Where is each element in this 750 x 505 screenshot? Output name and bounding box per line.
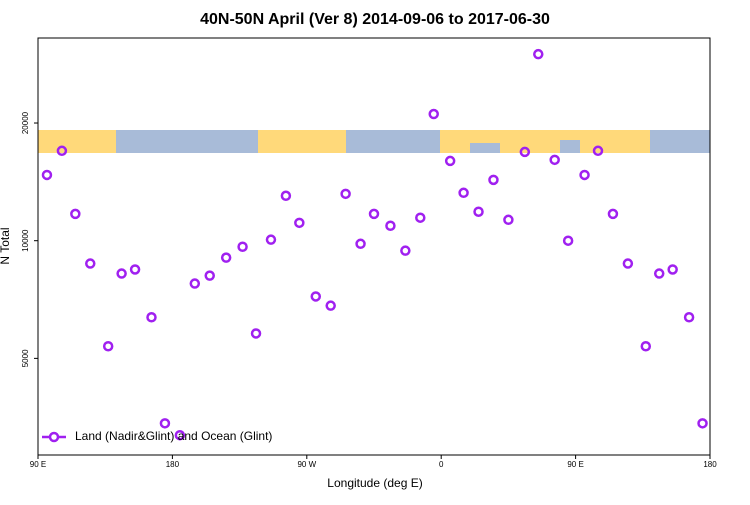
point	[189, 278, 201, 289]
x-axis-label: Longitude (deg E)	[327, 476, 422, 490]
point	[368, 208, 380, 220]
sea	[560, 140, 580, 153]
point	[697, 418, 708, 429]
y-axis-label: N Total	[0, 227, 12, 264]
point	[562, 235, 574, 246]
point	[85, 258, 96, 269]
x-tick-label: 180	[703, 460, 717, 469]
point	[220, 252, 232, 263]
point	[400, 245, 411, 256]
point	[667, 264, 678, 275]
point	[653, 268, 665, 279]
point	[116, 268, 127, 279]
point	[533, 48, 544, 60]
x-tick-label: 90 E	[30, 460, 46, 469]
point	[415, 212, 426, 223]
sea	[470, 143, 500, 153]
x-tick-label: 90 E	[567, 460, 583, 469]
point	[549, 154, 560, 166]
point	[640, 341, 652, 352]
point	[503, 214, 514, 226]
point	[280, 190, 292, 202]
legend-label: Land (Nadir&Glint) and Ocean (Glint)	[75, 429, 272, 443]
point	[146, 312, 157, 323]
point	[41, 169, 53, 181]
point	[294, 217, 305, 229]
legend-marker	[48, 431, 60, 443]
point	[159, 418, 171, 429]
point	[519, 146, 531, 158]
point	[385, 220, 396, 232]
plot-frame	[37, 37, 711, 456]
point	[129, 264, 141, 275]
point	[340, 188, 351, 200]
point	[250, 328, 262, 339]
x-tick-label: 90 W	[297, 460, 316, 469]
y-tick-label: 5000	[21, 349, 30, 367]
point	[70, 208, 81, 220]
point	[102, 341, 114, 352]
y-tick-label: 10000	[21, 229, 30, 252]
point	[607, 208, 619, 220]
chart-title: 40N-50N April (Ver 8) 2014-09-06 to 2017…	[200, 11, 550, 28]
point	[473, 206, 484, 217]
point	[444, 155, 456, 167]
point	[265, 234, 277, 245]
point	[428, 108, 439, 120]
map-band	[38, 130, 710, 153]
point	[56, 145, 68, 157]
point	[622, 258, 634, 269]
point	[579, 169, 590, 181]
point	[355, 238, 366, 250]
x-tick-label: 0	[439, 460, 444, 469]
point	[310, 291, 322, 302]
point	[204, 270, 215, 281]
x-tick-label: 180	[166, 460, 180, 469]
y-tick-label: 20000	[21, 111, 30, 134]
point	[237, 241, 248, 252]
point	[174, 429, 186, 441]
point	[325, 300, 336, 311]
point	[592, 145, 604, 157]
point	[458, 187, 469, 199]
point	[488, 174, 499, 186]
land	[258, 130, 346, 153]
point	[683, 312, 695, 323]
land	[38, 130, 116, 153]
